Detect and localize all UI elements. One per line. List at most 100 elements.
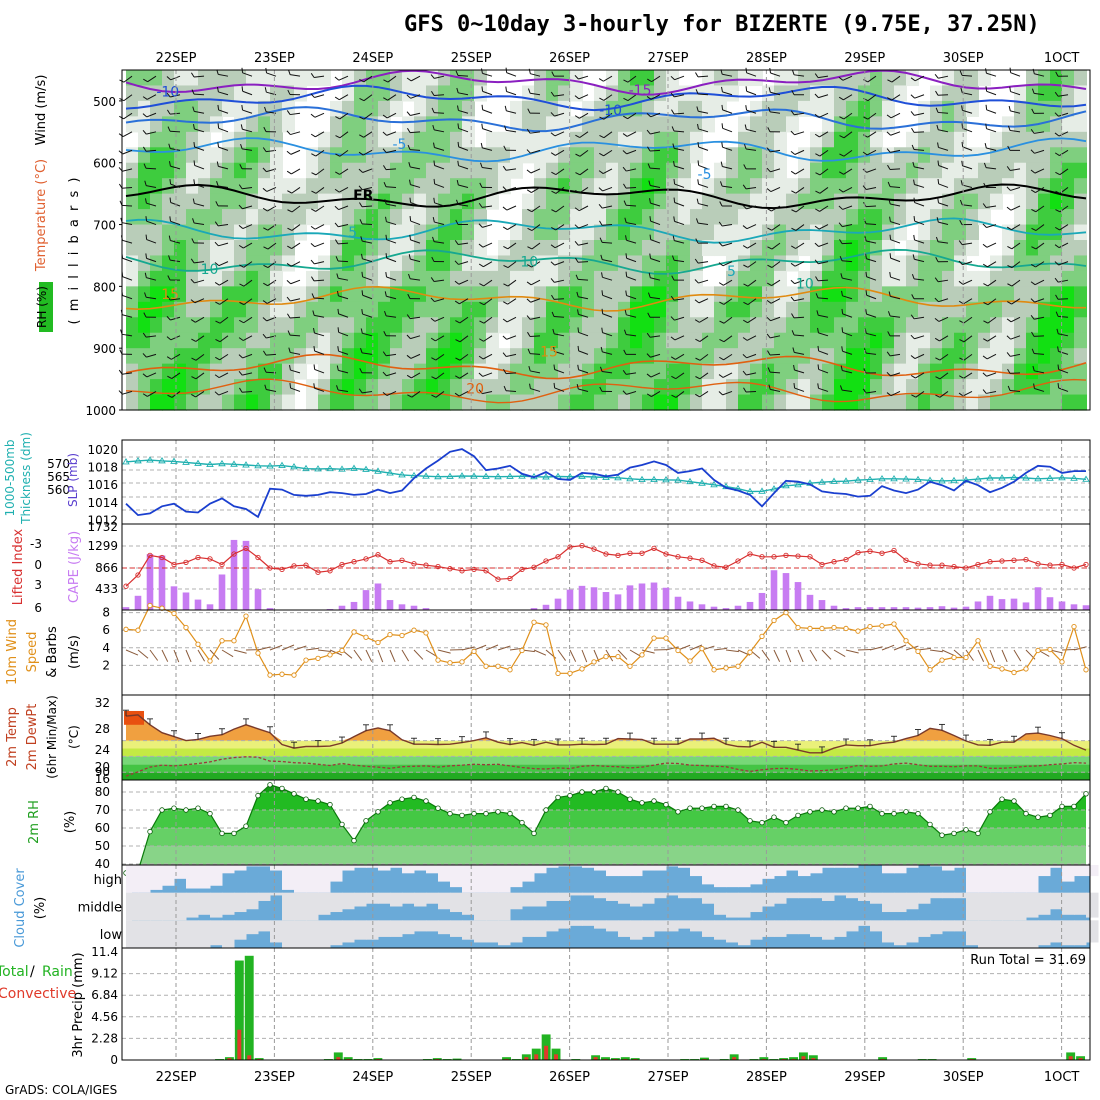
- rh-cell: [1062, 131, 1075, 148]
- wind-speed-point: [1035, 647, 1041, 654]
- rh-cell: [954, 224, 967, 241]
- wind-barb-flag: [552, 328, 555, 334]
- wind-barb: [530, 279, 541, 286]
- wind-barb-flag: [839, 171, 844, 175]
- wind-barb-flag: [865, 253, 867, 259]
- wind-barb-flag: [217, 142, 220, 148]
- rh-cell: [282, 379, 295, 396]
- cloud-clear-cell: [126, 920, 139, 948]
- wind-barb-flag: [1007, 368, 1011, 374]
- wind-barb: [362, 258, 373, 263]
- wind-barb-flag: [478, 355, 484, 360]
- cloud-clear-cell: [858, 920, 871, 926]
- wind-barb-flag: [1033, 383, 1035, 389]
- wind-barb: [122, 333, 133, 337]
- rh-cell: [582, 193, 595, 210]
- cloud-clear-cell: [438, 892, 451, 910]
- rh-cell: [798, 70, 811, 87]
- wind-barb-flag: [697, 179, 700, 185]
- rh-cell: [222, 348, 235, 365]
- wind-barb-flag: [622, 166, 627, 172]
- wind-barb: [770, 388, 781, 392]
- wind-barb-flag: [502, 186, 507, 191]
- rh-point: [351, 837, 357, 844]
- wind-barb-flag: [791, 227, 797, 231]
- wind-barb-flag: [599, 366, 603, 372]
- wind-barb-flag: [695, 338, 701, 342]
- rh-cell: [210, 363, 223, 380]
- thickness-point: [350, 464, 358, 471]
- rh-cell: [954, 394, 967, 411]
- rh-cell: [750, 301, 763, 318]
- rh-cell: [342, 301, 355, 318]
- wind-barb-flag: [937, 197, 940, 203]
- wind-barb-flag: [719, 338, 725, 343]
- rh-cell: [870, 162, 883, 179]
- rh-cell: [426, 255, 439, 272]
- rh-cell: [666, 193, 679, 210]
- rh-cell: [1074, 209, 1087, 226]
- wind-barb-flag: [504, 125, 507, 131]
- rh-cell: [810, 209, 823, 226]
- wind-speed-point: [1059, 659, 1065, 665]
- wind-barb-flag: [383, 181, 387, 187]
- precip-total-bar: [620, 1057, 630, 1060]
- rh-cell: [606, 286, 619, 303]
- wind-barb: [578, 205, 589, 212]
- rh-cell: [618, 332, 631, 349]
- rh-cell: [762, 255, 775, 272]
- wind-barb: [697, 75, 709, 78]
- rh-cell: [1074, 332, 1087, 349]
- precip-tick: 4.56: [91, 1010, 118, 1024]
- lifted-index-point: [675, 554, 681, 560]
- wind-barb-flag: [935, 357, 941, 361]
- rh-cell: [474, 379, 487, 396]
- wind-barb: [938, 146, 949, 151]
- wind-barb-flag: [1055, 71, 1059, 77]
- wind-barb: [339, 131, 349, 139]
- wind-barb-flag: [766, 299, 772, 304]
- rh-cell: [930, 286, 943, 303]
- rh-cell: [714, 301, 727, 318]
- rh-cell: [918, 348, 931, 365]
- rh-cell: [414, 240, 427, 257]
- lifted-index-point: [1071, 565, 1077, 571]
- cloud-clear-cell: [210, 892, 223, 918]
- rh-cell: [1002, 178, 1015, 195]
- rh-cell: [822, 379, 835, 396]
- rh-cell: [378, 286, 391, 303]
- wind-barb-flag: [718, 391, 723, 396]
- wind-barb: [386, 257, 397, 263]
- surface-wind-barb: [197, 649, 206, 662]
- rh-point: [555, 794, 561, 801]
- rh-cell: [702, 240, 715, 257]
- precip-total-bar: [244, 955, 254, 1060]
- rh-cell: [594, 178, 607, 195]
- wind-barb-flag: [191, 238, 195, 244]
- rh-cell: [930, 162, 943, 179]
- wind-barb: [649, 167, 661, 170]
- thickness-point: [1070, 474, 1078, 481]
- wind-barb: [1058, 112, 1069, 117]
- wind-barb-flag: [1054, 132, 1060, 137]
- wind-barb: [242, 72, 253, 77]
- wind-barb: [890, 353, 901, 357]
- thickness-point: [134, 457, 142, 464]
- cloud-level-label: low: [100, 928, 123, 943]
- rh-cell: [282, 394, 295, 411]
- rh-cell: [330, 162, 343, 179]
- cloud-clear-cell: [966, 892, 979, 921]
- rh-cell: [798, 379, 811, 396]
- wind-barb-flag: [911, 144, 915, 150]
- wind-barb: [722, 91, 733, 96]
- rh-cell: [846, 379, 859, 396]
- rh-cell: [1014, 317, 1027, 334]
- cloud-clear-cell: [510, 865, 523, 888]
- wind-barb-flag: [287, 330, 291, 336]
- thickness-point: [746, 487, 754, 495]
- rh-cell: [918, 147, 931, 164]
- wind-barb-flag: [767, 227, 773, 231]
- rh-cell: [606, 301, 619, 318]
- wind-barb-flag: [910, 94, 915, 99]
- wind-barb: [674, 220, 685, 226]
